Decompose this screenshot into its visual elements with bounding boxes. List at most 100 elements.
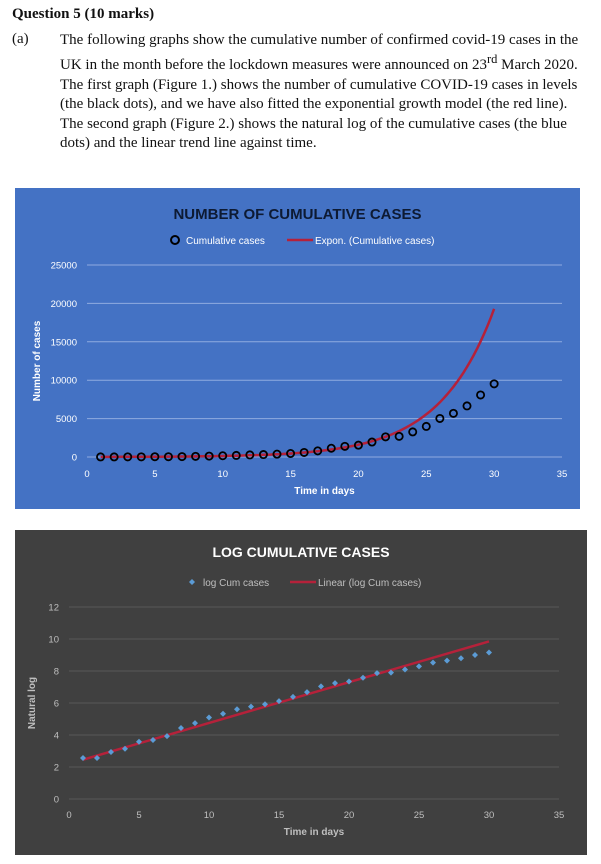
data-point [109,452,119,462]
x-tick-label: 35 [554,810,565,821]
data-point [332,680,338,687]
data-point [245,450,255,460]
data-point [476,390,486,400]
data-point [381,432,391,442]
data-point [220,710,226,717]
data-point [150,736,156,743]
chart-cumulative-cases-svg: NUMBER OF CUMULATIVE CASES Cumulative cas… [15,188,580,509]
x-axis-label: Time in days [294,486,355,497]
data-point [374,670,380,677]
data-point [340,441,350,451]
chart-title: LOG CUMULATIVE CASES [212,544,389,560]
legend-marker-cumulative [170,235,180,245]
data-point [122,745,128,752]
data-point [416,663,422,670]
data-point [262,701,268,708]
x-tick-label: 0 [66,810,71,821]
data-point [258,450,268,460]
data-point [394,431,404,441]
data-point [326,443,336,453]
data-point [435,413,445,423]
data-point [123,452,133,462]
x-tick-label: 20 [344,810,355,821]
data-point [272,449,282,459]
y-tick-label: 8 [54,667,59,678]
chart-cumulative-cases: NUMBER OF CUMULATIVE CASES Cumulative cas… [15,188,580,509]
y-axis-label: Natural log [27,677,38,729]
data-point [290,693,296,700]
data-point [206,714,212,721]
data-point [94,755,100,762]
data-point [448,408,458,418]
data-point [150,452,160,462]
data-point [191,451,201,461]
data-point [80,755,86,762]
data-point [353,440,363,450]
data-point [248,703,254,710]
y-tick-label: 4 [54,731,59,742]
data-point [304,689,310,696]
data-point [408,427,418,437]
legend-label-series: log Cum cases [203,578,269,589]
question-text-1: The following graphs show the cumulative… [60,32,579,74]
data-point [164,733,170,740]
data-point [178,724,184,731]
x-axis-label: Time in days [284,827,345,838]
question-text-2: March 2020. The first graph (Figure 1.) … [60,57,578,152]
y-tick-label: 15000 [51,337,77,348]
data-point [472,652,478,658]
data-point [318,683,324,690]
x-tick-label: 35 [557,469,568,480]
chart-title: NUMBER OF CUMULATIVE CASES [173,206,421,223]
data-point [388,669,394,676]
data-point [96,452,106,462]
data-point [218,451,228,461]
data-point [346,678,352,685]
ordinal-suffix: rd [486,52,498,67]
chart-background [15,188,580,509]
legend-label-series: Cumulative cases [186,236,265,247]
question-title: Question 5 (10 marks) [12,6,155,22]
legend-marker-log [189,579,195,585]
data-point [286,448,296,458]
y-axis-label: Number of cases [32,320,43,401]
data-point [462,401,472,411]
data-point [299,447,309,457]
legend-label-trend: Expon. (Cumulative cases) [315,236,435,247]
y-tick-label: 2 [54,763,59,774]
question-text: The following graphs show the cumulative… [60,31,585,153]
trend-line [100,308,496,459]
data-point [136,452,146,462]
y-tick-label: 0 [72,453,77,464]
x-tick-label: 15 [274,810,285,821]
chart-background [15,530,587,855]
data-point [192,720,198,727]
x-tick-label: 25 [421,469,432,480]
x-tick-label: 10 [217,469,228,480]
x-tick-label: 5 [136,810,141,821]
chart-log-cumulative-cases: LOG CUMULATIVE CASES log Cum cases Linear … [15,530,587,855]
data-point [489,379,499,389]
y-tick-label: 10 [48,635,59,646]
y-tick-label: 6 [54,699,59,710]
chart-log-cumulative-cases-svg: LOG CUMULATIVE CASES log Cum cases Linear … [15,530,587,855]
data-point [367,437,377,447]
y-tick-label: 20000 [51,299,77,310]
y-tick-label: 25000 [51,261,77,272]
data-point [276,698,282,705]
x-tick-label: 30 [489,469,500,480]
data-point [486,649,492,656]
data-point [444,657,450,664]
y-tick-label: 10000 [51,376,77,387]
data-point [421,421,431,431]
x-tick-label: 15 [285,469,296,480]
data-point [231,450,241,460]
question-part-label: (a) [12,31,29,47]
x-tick-label: 30 [484,810,495,821]
data-point [234,706,240,713]
x-tick-label: 0 [84,469,89,480]
data-point [458,655,464,662]
data-point [177,452,187,462]
data-point [108,748,114,755]
data-point [204,451,214,461]
